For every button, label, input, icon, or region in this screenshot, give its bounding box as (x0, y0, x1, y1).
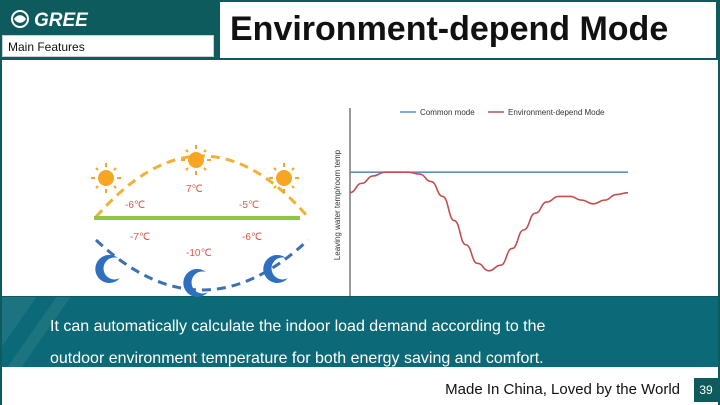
section-label: Main Features (8, 40, 85, 54)
night-temp-left: -7℃ (130, 232, 150, 243)
temperature-diagram: -6℃ 7℃ -5℃ -7℃ -10℃ -6℃ (91, 145, 310, 297)
content-area: -6℃ 7℃ -5℃ -7℃ -10℃ -6℃ Leaving water te… (2, 60, 718, 324)
day-temp-center: 7℃ (186, 184, 203, 195)
footer: Made In China, Loved by the World (2, 367, 718, 405)
mode-chart: Leaving water temp/room tempHour31524Com… (333, 108, 654, 324)
night-arc (94, 238, 310, 292)
gree-logo: GREE (11, 10, 89, 31)
description: It can automatically calculate the indoo… (50, 311, 660, 367)
sun-icon (91, 163, 121, 193)
series-line (349, 171, 629, 272)
night-temp-right: -6℃ (242, 232, 262, 243)
logo-text: GREE (34, 10, 89, 31)
page-number: 39 (694, 378, 718, 402)
day-temp-right: -5℃ (239, 200, 259, 211)
slide-title: Environment-depend Mode (230, 10, 669, 48)
title-box: Environment-depend Mode (220, 2, 716, 58)
description-line: outdoor environment temperature for both… (50, 350, 544, 367)
legend-label: Common mode (420, 108, 475, 117)
description-line: It can automatically calculate the indoo… (50, 318, 546, 335)
moon-icon (183, 268, 208, 297)
moon-icon (263, 254, 288, 283)
description-band: It can automatically calculate the indoo… (2, 297, 718, 367)
moon-icon (95, 254, 120, 283)
section-box: Main Features (2, 35, 214, 57)
legend-label: Environment-depend Mode (508, 108, 605, 117)
y-axis-label: Leaving water temp/room temp (333, 149, 342, 260)
day-temp-left: -6℃ (125, 200, 145, 211)
night-temp-center: -10℃ (186, 248, 212, 259)
slogan: Made In China, Loved by the World (445, 381, 680, 398)
sun-icon (269, 163, 299, 193)
sun-icon (181, 145, 211, 175)
